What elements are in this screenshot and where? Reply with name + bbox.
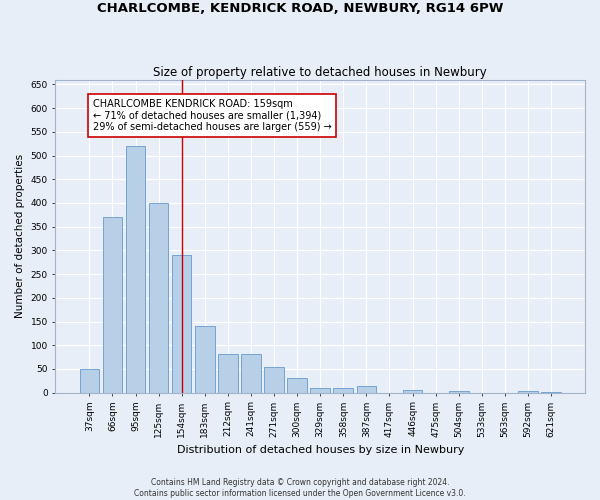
Bar — [518, 391, 538, 392]
Title: Size of property relative to detached houses in Newbury: Size of property relative to detached ho… — [154, 66, 487, 78]
Bar — [403, 390, 422, 392]
Bar — [449, 391, 469, 392]
Bar — [218, 354, 238, 393]
Text: CHARLCOMBE, KENDRICK ROAD, NEWBURY, RG14 6PW: CHARLCOMBE, KENDRICK ROAD, NEWBURY, RG14… — [97, 2, 503, 16]
Bar — [310, 388, 330, 392]
Text: CHARLCOMBE KENDRICK ROAD: 159sqm
← 71% of detached houses are smaller (1,394)
29: CHARLCOMBE KENDRICK ROAD: 159sqm ← 71% o… — [93, 98, 332, 132]
Bar — [149, 203, 169, 392]
Bar — [195, 326, 215, 392]
Text: Contains HM Land Registry data © Crown copyright and database right 2024.
Contai: Contains HM Land Registry data © Crown c… — [134, 478, 466, 498]
Bar — [287, 378, 307, 392]
Y-axis label: Number of detached properties: Number of detached properties — [15, 154, 25, 318]
Bar — [125, 146, 145, 392]
X-axis label: Distribution of detached houses by size in Newbury: Distribution of detached houses by size … — [176, 445, 464, 455]
Bar — [172, 255, 191, 392]
Bar — [334, 388, 353, 392]
Bar — [241, 354, 261, 393]
Bar — [356, 386, 376, 392]
Bar — [103, 217, 122, 392]
Bar — [264, 366, 284, 392]
Bar — [80, 369, 99, 392]
